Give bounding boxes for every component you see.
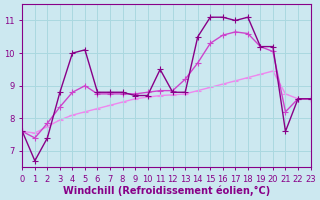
X-axis label: Windchill (Refroidissement éolien,°C): Windchill (Refroidissement éolien,°C) [63, 185, 270, 196]
